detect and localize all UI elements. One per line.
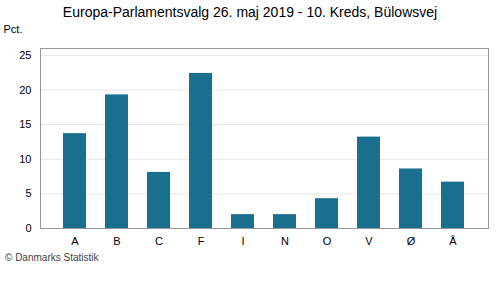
svg-text:F: F: [198, 235, 205, 247]
svg-text:B: B: [113, 235, 120, 247]
svg-text:25: 25: [19, 49, 31, 61]
svg-text:10: 10: [19, 153, 31, 165]
svg-text:N: N: [281, 235, 289, 247]
svg-text:I: I: [241, 235, 244, 247]
html-text:© Danmarks Statistik: © Danmarks Statistik: [5, 252, 99, 263]
svg-text:Pct.: Pct.: [4, 23, 23, 35]
svg-text:Å: Å: [449, 235, 457, 247]
svg-text:5: 5: [25, 187, 31, 199]
svg-text:V: V: [365, 235, 373, 247]
svg-text:O: O: [323, 235, 332, 247]
svg-text:Ø: Ø: [407, 235, 416, 247]
html-text:Europa-Parlamentsvalg 26. maj: Europa-Parlamentsvalg 26. maj 2019 - 10.…: [62, 4, 438, 20]
svg-text:A: A: [71, 235, 79, 247]
svg-text:0: 0: [25, 222, 31, 234]
svg-text:C: C: [155, 235, 163, 247]
svg-text:20: 20: [19, 84, 31, 96]
svg-text:15: 15: [19, 118, 31, 130]
